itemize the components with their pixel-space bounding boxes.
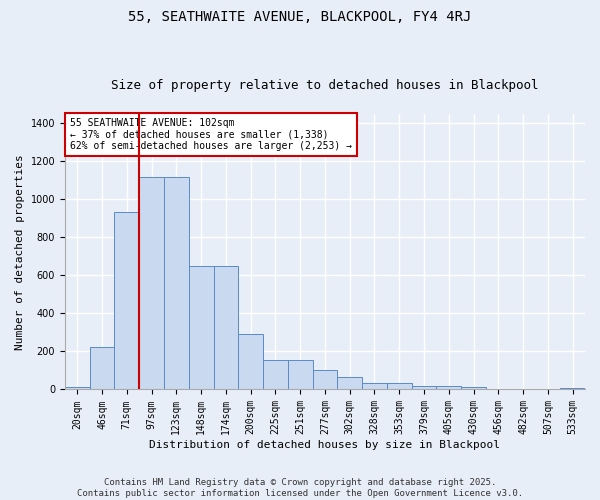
- Bar: [238, 334, 263, 390]
- Bar: [337, 377, 362, 390]
- Bar: [263, 360, 288, 390]
- Bar: [189, 266, 214, 390]
- Bar: [214, 266, 238, 390]
- Bar: [288, 360, 313, 390]
- Bar: [115, 212, 139, 390]
- Bar: [89, 346, 115, 390]
- Bar: [362, 383, 387, 390]
- Bar: [164, 176, 189, 390]
- Text: 55, SEATHWAITE AVENUE, BLACKPOOL, FY4 4RJ: 55, SEATHWAITE AVENUE, BLACKPOOL, FY4 4R…: [128, 10, 472, 24]
- Text: 55 SEATHWAITE AVENUE: 102sqm
← 37% of detached houses are smaller (1,338)
62% of: 55 SEATHWAITE AVENUE: 102sqm ← 37% of de…: [70, 118, 352, 152]
- Text: Contains HM Land Registry data © Crown copyright and database right 2025.
Contai: Contains HM Land Registry data © Crown c…: [77, 478, 523, 498]
- X-axis label: Distribution of detached houses by size in Blackpool: Distribution of detached houses by size …: [149, 440, 500, 450]
- Bar: [560, 388, 585, 390]
- Bar: [139, 176, 164, 390]
- Bar: [65, 386, 89, 390]
- Bar: [412, 386, 436, 390]
- Bar: [461, 386, 486, 390]
- Bar: [387, 383, 412, 390]
- Bar: [313, 370, 337, 390]
- Bar: [436, 386, 461, 390]
- Title: Size of property relative to detached houses in Blackpool: Size of property relative to detached ho…: [111, 79, 539, 92]
- Y-axis label: Number of detached properties: Number of detached properties: [15, 154, 25, 350]
